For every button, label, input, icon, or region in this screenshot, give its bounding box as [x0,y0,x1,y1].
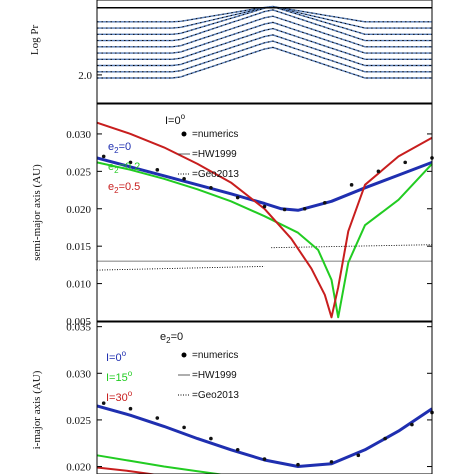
middle-axes-frame [96,103,433,322]
bottom-y-tick-label-1: 0.025 [66,415,91,427]
bottom-legend-series-label-2: I=30o [106,389,133,404]
top-curve-dots-6 [97,28,432,60]
middle-numerics-point-8 [302,206,307,211]
bottom-numerics-point-8 [329,460,334,464]
bottom-y-tick-label-3: 0.035 [66,322,91,334]
bottom-numerics-point-1 [128,406,133,411]
panel-bottom: 0.020 0.025 0.030 0.035 i-major axis (AU) e… [31,321,434,474]
top-curve-dots-4 [97,15,432,48]
top-y-ticks: 2.0 [78,70,102,82]
bottom-y-axis-label: i-major axis (AU) [31,370,43,449]
top-curve-7 [97,34,432,67]
bottom-legend-method-label-1: =HW1999 [192,370,237,381]
middle-geo2013-lines [96,244,433,271]
middle-legend: I=0o e2=0 e2=0.2 e2=0.5 =numerics =HW1999 =G… [108,112,239,195]
middle-series [96,121,433,319]
middle-y-tick-label-1: 0.010 [66,279,91,291]
panel-middle: 0.005 0.010 0.015 0.020 0.025 0.030 semi-majo… [31,103,434,328]
top-y-axis-label: Log Pr [29,25,41,56]
middle-geo2013-segment-1 [271,244,433,249]
middle-y-tick-label-2: 0.015 [66,241,91,253]
top-curve-dots-5 [97,21,432,54]
middle-legend-series: e2=0 e2=0.2 e2=0.5 [108,141,140,195]
bottom-legend-methods: =numerics =HW1999 =Geo2013 [178,350,239,401]
bottom-series-line-2 [96,466,158,474]
middle-series-line-0 [96,156,433,212]
middle-legend-method-label-0: =numerics [192,129,238,140]
bottom-numerics-point-0 [101,401,106,405]
top-curve-dots-9 [97,46,432,79]
top-curve-9 [97,46,432,79]
middle-legend-series-label-1: e2=0.2 [108,161,140,175]
middle-y-tick-label-4: 0.025 [66,166,91,178]
middle-numerics-point-1 [128,160,133,165]
middle-legend-series-label-0: e2=0 [108,141,131,155]
middle-numerics-point-10 [349,183,354,187]
middle-series-line-2 [96,121,433,319]
bottom-numerics-point-7 [296,462,300,467]
bottom-numerics-point-6 [262,457,267,461]
middle-numerics-point-11 [376,169,381,174]
bottom-axes-frame [96,321,433,474]
middle-legend-method-label-1: =HW1999 [192,149,237,160]
top-curves [97,5,432,79]
top-curve-dots-8 [97,40,432,73]
bottom-y-tick-label-2: 0.030 [66,368,91,380]
top-curve-6 [97,27,432,60]
middle-geo2013-segment-0 [96,265,265,271]
middle-numerics-point-7 [282,207,287,212]
bottom-y-tick-label-0: 0.020 [66,462,91,474]
bottom-series [96,404,433,474]
middle-numerics-point-12 [403,160,408,165]
middle-numerics-point-6 [262,204,267,209]
bottom-y-ticks: 0.020 0.025 0.030 0.035 [66,322,432,474]
top-curve-dots-7 [97,34,432,66]
top-curve-dots-1 [97,6,432,29]
middle-y-ticks: 0.005 0.010 0.015 0.020 0.025 0.030 [66,129,432,328]
middle-series-line-1 [96,161,433,319]
top-axes-frame [96,0,433,104]
middle-legend-method-label-2: =Geo2013 [192,169,239,180]
bottom-legend-title: e2=0 [160,331,183,345]
bottom-legend-method-label-2: =Geo2013 [192,390,239,401]
bottom-numerics-point-11 [410,422,414,427]
middle-numerics-point-5 [235,195,240,200]
bottom-numerics-point-10 [383,436,387,441]
middle-legend-title: I=0o [165,112,186,127]
bottom-numerics-point-2 [155,416,160,420]
middle-legend-methods: =numerics =HW1999 =Geo2013 [178,129,239,180]
middle-numerics-point-0 [101,154,106,159]
bottom-legend-series: I=0o I=15o I=30o [106,349,133,404]
top-y-tick-label-0: 2.0 [78,70,92,82]
top-curve-dots-3 [97,9,432,42]
middle-legend-numerics-marker [181,131,187,137]
bottom-numerics-point-5 [235,447,240,452]
top-curve-8 [97,40,432,73]
middle-y-tick-label-5: 0.030 [66,129,91,141]
middle-numerics-point-4 [209,186,213,190]
middle-numerics-point-9 [323,200,327,205]
middle-numerics-points [101,154,434,212]
bottom-numerics-points [101,401,434,467]
bottom-numerics-point-9 [356,453,361,458]
bottom-legend-method-label-0: =numerics [192,350,238,361]
middle-y-tick-label-3: 0.020 [66,204,91,216]
middle-numerics-point-2 [155,168,160,172]
bottom-series-line-1 [96,454,225,474]
bottom-legend: e2=0 I=0o I=15o I=30o =numerics =HW1999 =Geo… [106,331,239,404]
bottom-legend-series-label-0: I=0o [106,349,127,364]
bottom-legend-series-label-1: I=15o [106,369,133,384]
middle-y-tick-label-0: 0.005 [66,316,91,328]
bottom-numerics-point-3 [182,425,186,430]
middle-numerics-point-3 [182,177,186,181]
middle-y-axis-label: semi-major axis (AU) [31,164,43,261]
bottom-numerics-point-4 [209,436,213,441]
bottom-legend-numerics-marker [181,352,187,358]
panel-top: 2.0 Log Pr [29,0,433,104]
middle-legend-series-label-2: e2=0.5 [108,181,140,195]
